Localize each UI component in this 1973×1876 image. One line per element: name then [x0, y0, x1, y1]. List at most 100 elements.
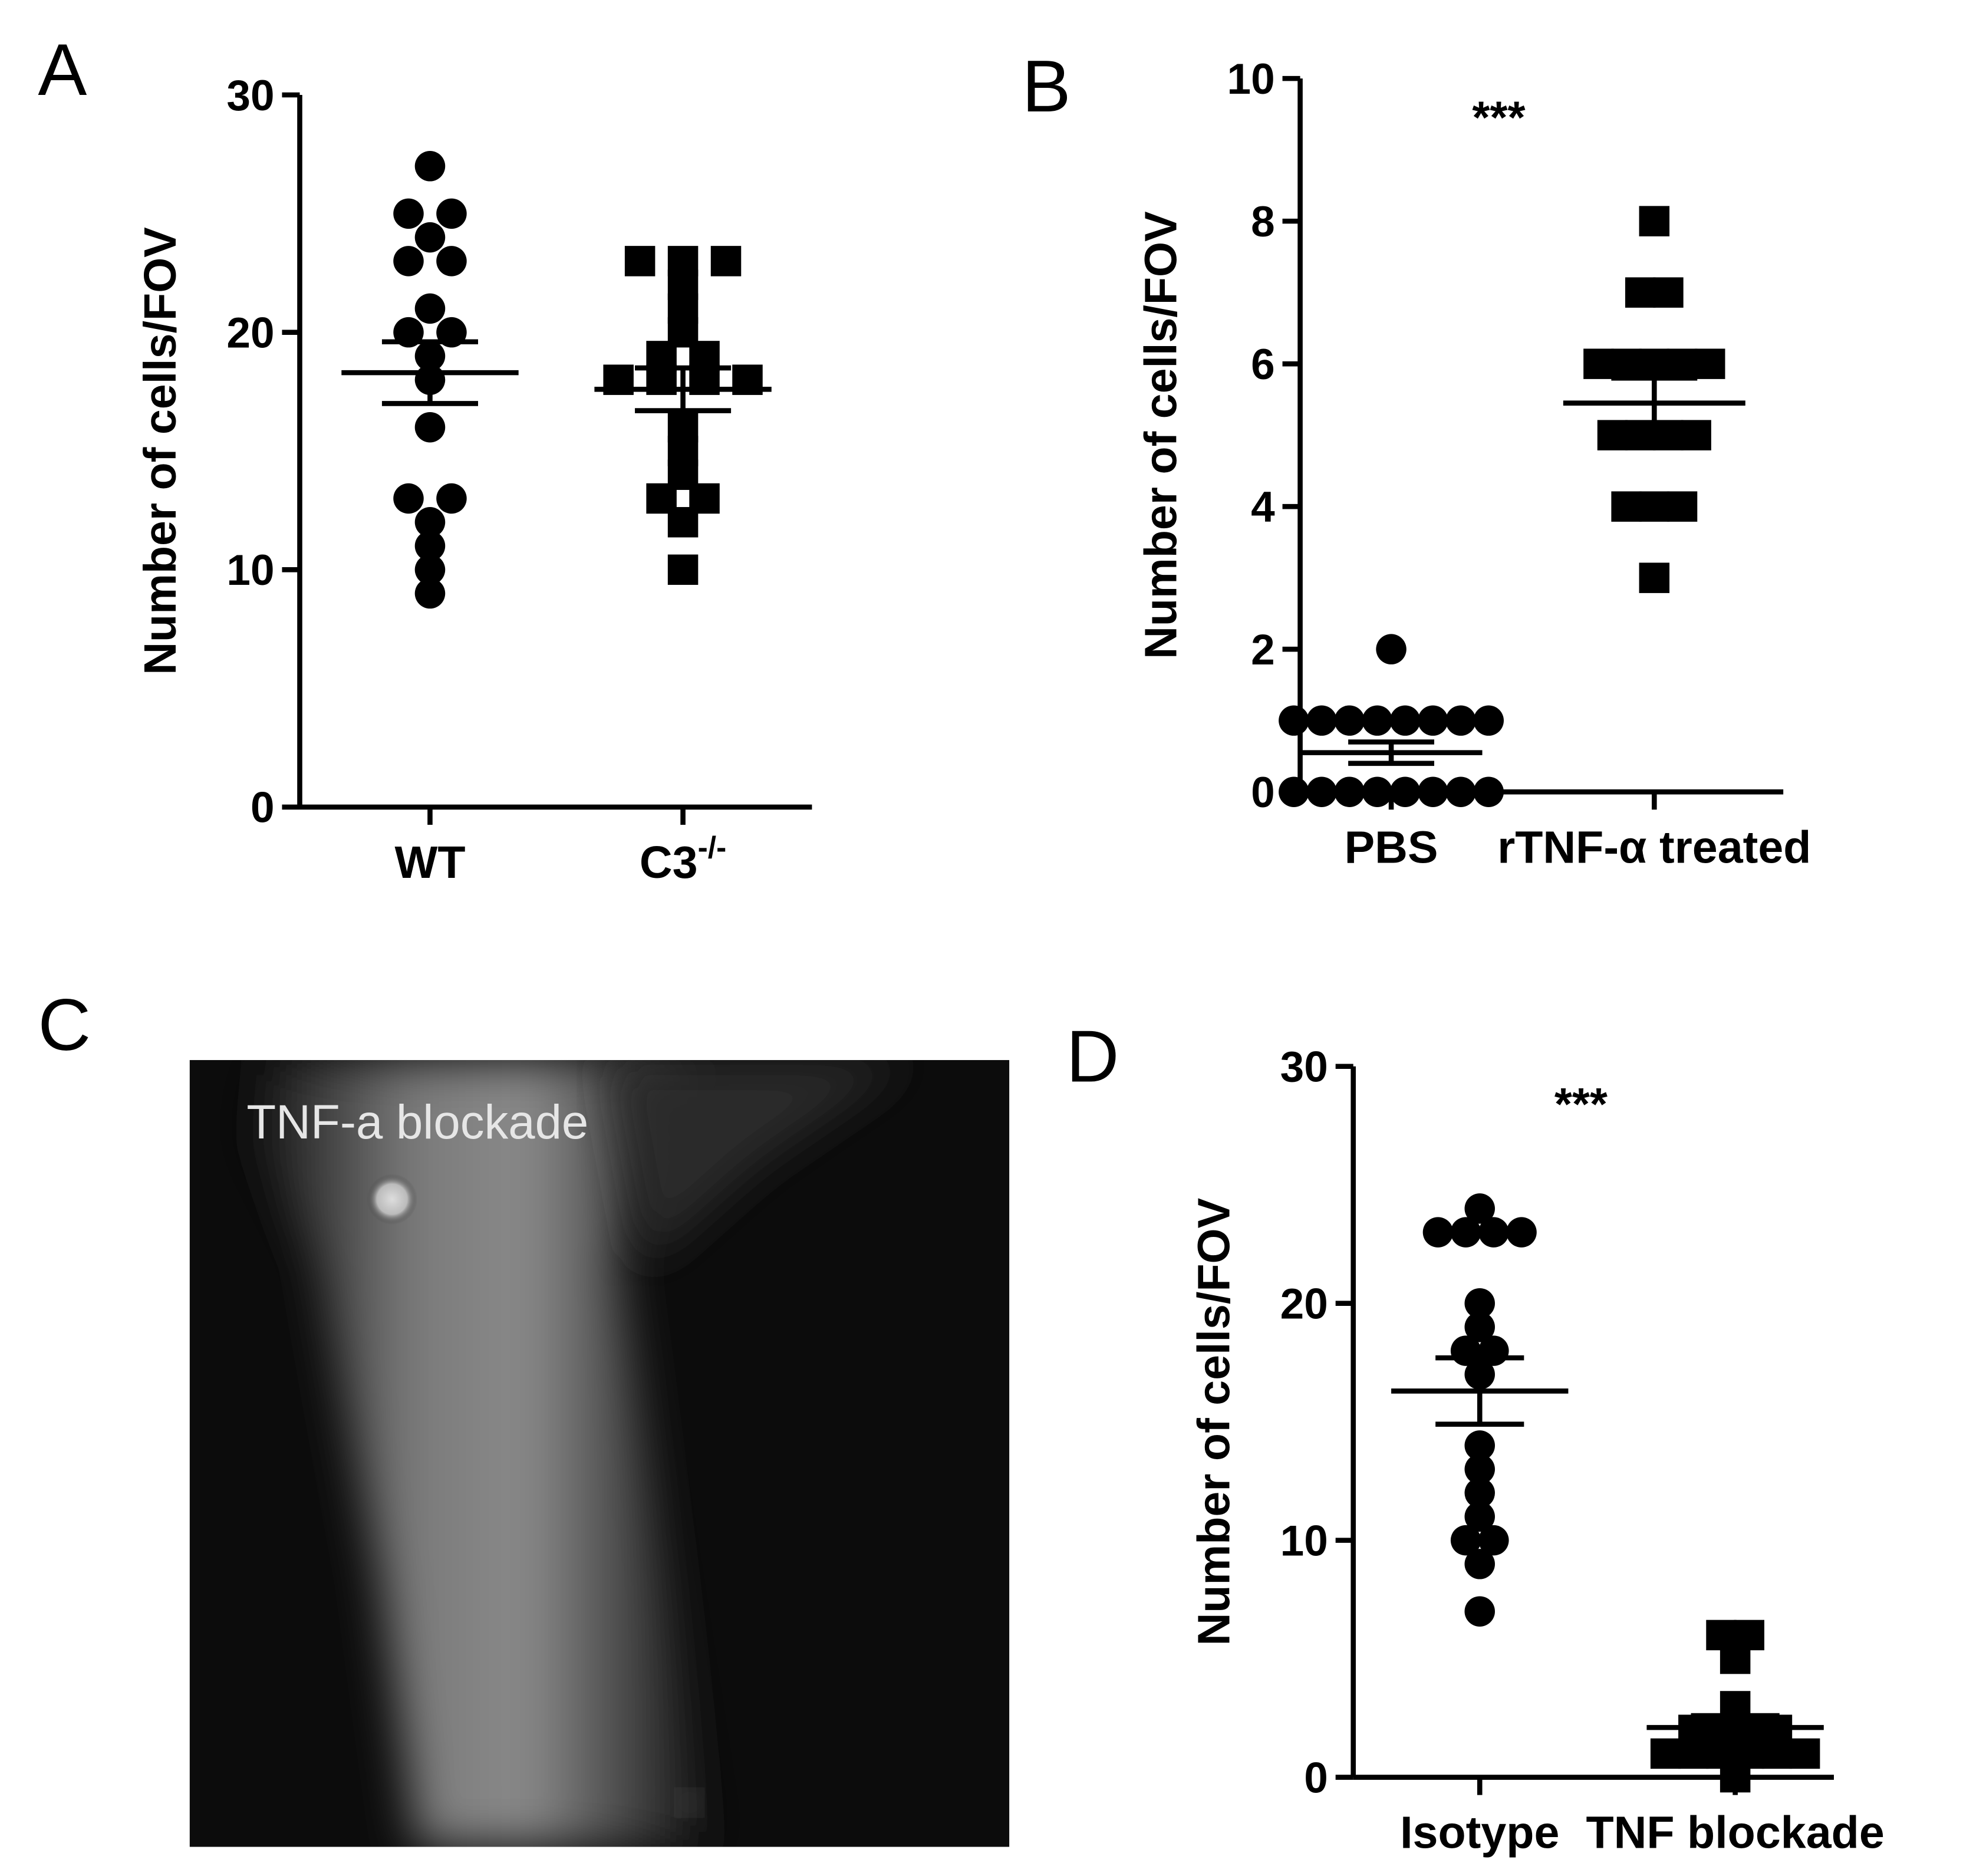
- data-point-circle: [1464, 1596, 1495, 1627]
- data-point-square: [1650, 1738, 1681, 1769]
- data-point-circle: [1389, 705, 1421, 736]
- data-point-circle: [1473, 705, 1504, 736]
- data-point-circle: [393, 198, 424, 229]
- data-point-square: [1639, 491, 1670, 522]
- data-point-circle: [1389, 776, 1421, 807]
- x-tick-label: Isotype: [1400, 1808, 1559, 1858]
- data-point-square: [1720, 1643, 1751, 1674]
- data-point-circle: [1464, 1193, 1495, 1224]
- data-point-circle: [1464, 1430, 1495, 1461]
- y-tick-label: 6: [1251, 341, 1275, 389]
- data-point-square: [667, 507, 699, 538]
- data-point-circle: [1445, 705, 1476, 736]
- data-point-circle: [1418, 776, 1448, 807]
- data-point-square: [1625, 420, 1656, 450]
- data-point-circle: [1464, 1549, 1495, 1579]
- y-tick-label: 10: [226, 547, 274, 594]
- data-point-circle: [1306, 705, 1337, 736]
- data-point-circle: [414, 151, 446, 182]
- y-tick-label: 0: [251, 784, 275, 832]
- data-point-circle: [414, 554, 446, 585]
- data-point-circle: [414, 222, 446, 253]
- data-point-circle: [1464, 1288, 1495, 1319]
- significance-marker: ***: [1472, 92, 1525, 143]
- data-point-square: [1666, 348, 1698, 379]
- data-point-circle: [1450, 1525, 1481, 1556]
- data-point-square: [710, 246, 742, 277]
- y-axis-label: Number of cells/FOV: [1188, 1198, 1239, 1645]
- category-label: C3: [640, 837, 698, 888]
- x-tick-label: C3-/-: [640, 830, 726, 888]
- data-point-circle: [1362, 705, 1393, 736]
- data-point-circle: [1464, 1501, 1495, 1532]
- category-superscript: -/-: [698, 830, 727, 864]
- data-point-square: [1666, 491, 1698, 522]
- data-point-circle: [414, 293, 446, 324]
- y-tick-label: 2: [1251, 626, 1275, 674]
- y-axis-label: Number of cells/FOV: [1135, 211, 1186, 659]
- x-tick-label: PBS: [1345, 822, 1438, 873]
- data-point-circle: [393, 483, 424, 514]
- data-point-square: [1639, 562, 1670, 593]
- data-point-circle: [1464, 1312, 1495, 1342]
- data-point-square: [1611, 491, 1642, 522]
- data-point-circle: [1464, 1454, 1495, 1485]
- data-point-circle: [436, 483, 467, 514]
- data-point-circle: [1506, 1217, 1537, 1248]
- data-point-circle: [414, 531, 446, 561]
- data-point-circle: [436, 198, 467, 229]
- y-tick-label: 20: [226, 309, 274, 357]
- chart-b: 0 2 4 6 8 10 Number of cells/FOV PBS rTNF-α trea…: [1135, 55, 1811, 873]
- category-label: PBS: [1345, 822, 1438, 873]
- data-point-circle: [1422, 1217, 1454, 1248]
- chart-a: 0 10 20 30 Number of cells/FOV WT C3-/-: [135, 72, 812, 888]
- category-label: Isotype: [1400, 1808, 1559, 1858]
- y-tick-label: 8: [1251, 198, 1275, 246]
- data-point-circle: [1279, 776, 1309, 807]
- data-point-square: [1789, 1738, 1820, 1769]
- data-point-circle: [1279, 705, 1309, 736]
- category-label: WT: [394, 837, 465, 888]
- fluorescent-cell: [367, 1174, 418, 1225]
- panel-label-d: D: [1066, 1016, 1119, 1098]
- data-point-square: [1597, 420, 1628, 450]
- micrograph-caption: TNF-a blockade: [246, 1095, 588, 1149]
- y-tick-label: 30: [1280, 1044, 1328, 1091]
- data-point-square: [1720, 1762, 1751, 1793]
- y-tick-label: 10: [1227, 55, 1275, 103]
- data-point-square: [1681, 420, 1711, 450]
- data-point-circle: [393, 246, 424, 277]
- data-point-circle: [1473, 776, 1504, 807]
- y-tick-label: 30: [226, 72, 274, 120]
- data-point-square: [1639, 348, 1670, 379]
- y-tick-label: 0: [1251, 769, 1275, 817]
- data-point-circle: [1306, 776, 1337, 807]
- data-point-circle: [1464, 1477, 1495, 1508]
- micrograph-image: TNF-a blockade: [189, 1060, 1010, 1847]
- chart-d: 0 10 20 30 Number of cells/FOV Isotype TNF blo…: [1188, 1044, 1884, 1858]
- y-tick-label: 0: [1304, 1754, 1328, 1802]
- data-point-circle: [1478, 1525, 1509, 1556]
- data-point-square: [1625, 277, 1656, 308]
- data-point-circle: [1445, 776, 1476, 807]
- panel-label-c: C: [38, 984, 91, 1066]
- x-tick-label: WT: [394, 837, 465, 888]
- data-point-circle: [414, 578, 446, 609]
- data-point-circle: [414, 507, 446, 538]
- panel-label-a: A: [38, 29, 87, 111]
- data-point-square: [1694, 348, 1725, 379]
- data-point-circle: [414, 412, 446, 443]
- data-point-square: [1611, 348, 1642, 379]
- data-point-square: [667, 554, 699, 585]
- data-point-square: [1761, 1738, 1793, 1769]
- y-tick-label: 4: [1251, 483, 1275, 531]
- data-point-square: [1653, 420, 1684, 450]
- data-point-circle: [1334, 776, 1365, 807]
- data-point-circle: [1362, 776, 1393, 807]
- y-tick-label: 10: [1280, 1517, 1328, 1565]
- data-point-square: [1678, 1738, 1709, 1769]
- data-point-circle: [436, 246, 467, 277]
- category-label: rTNF-α treated: [1497, 822, 1811, 873]
- data-point-square: [624, 246, 656, 277]
